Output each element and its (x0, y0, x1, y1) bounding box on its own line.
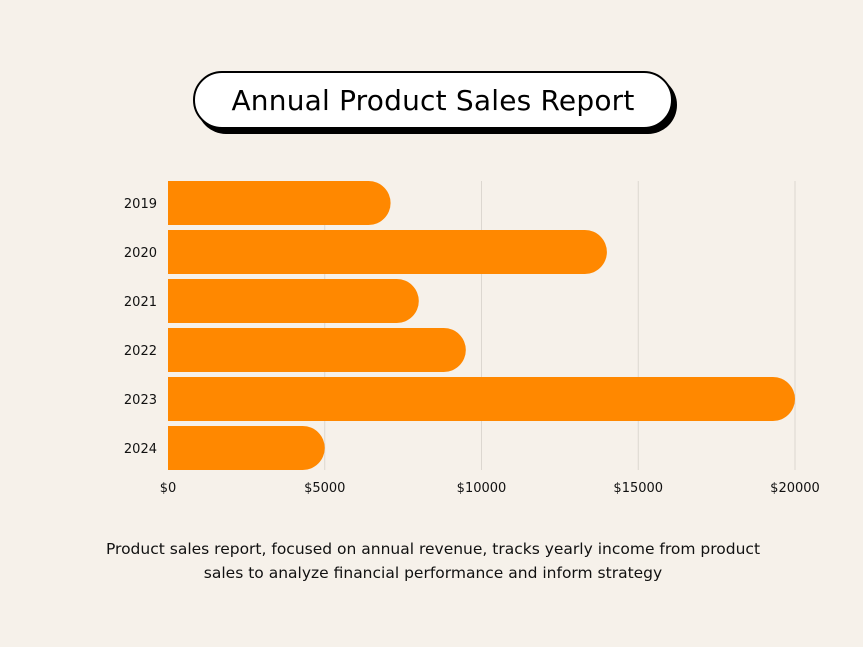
y-tick-label-2022: 2022 (124, 344, 157, 359)
y-tick-label-2020: 2020 (124, 246, 157, 261)
x-tick-label-0: $0 (160, 481, 177, 496)
y-tick-label-2019: 2019 (124, 197, 157, 212)
bar-2019 (168, 181, 391, 225)
bar-2021 (168, 279, 419, 323)
chart-title-pill: Annual Product Sales Report (193, 71, 673, 129)
chart-title: Annual Product Sales Report (231, 83, 635, 117)
y-tick-label-2023: 2023 (124, 393, 157, 408)
bar-chart: 2019 2020 2021 2022 2023 2024 $0 $5000 $10000 $15… (124, 181, 820, 496)
y-tick-label-2024: 2024 (124, 442, 157, 457)
x-tick-label-10000: $10000 (457, 481, 507, 496)
bar-2020 (168, 230, 607, 274)
y-tick-label-2021: 2021 (124, 295, 157, 310)
chart-caption: Product sales report, focused on annual … (105, 540, 761, 582)
bar-2024 (168, 426, 325, 470)
x-tick-label-20000: $20000 (770, 481, 820, 496)
x-tick-label-15000: $15000 (613, 481, 663, 496)
bar-2023 (168, 377, 795, 421)
bar-2022 (168, 328, 466, 372)
x-tick-label-5000: $5000 (304, 481, 345, 496)
